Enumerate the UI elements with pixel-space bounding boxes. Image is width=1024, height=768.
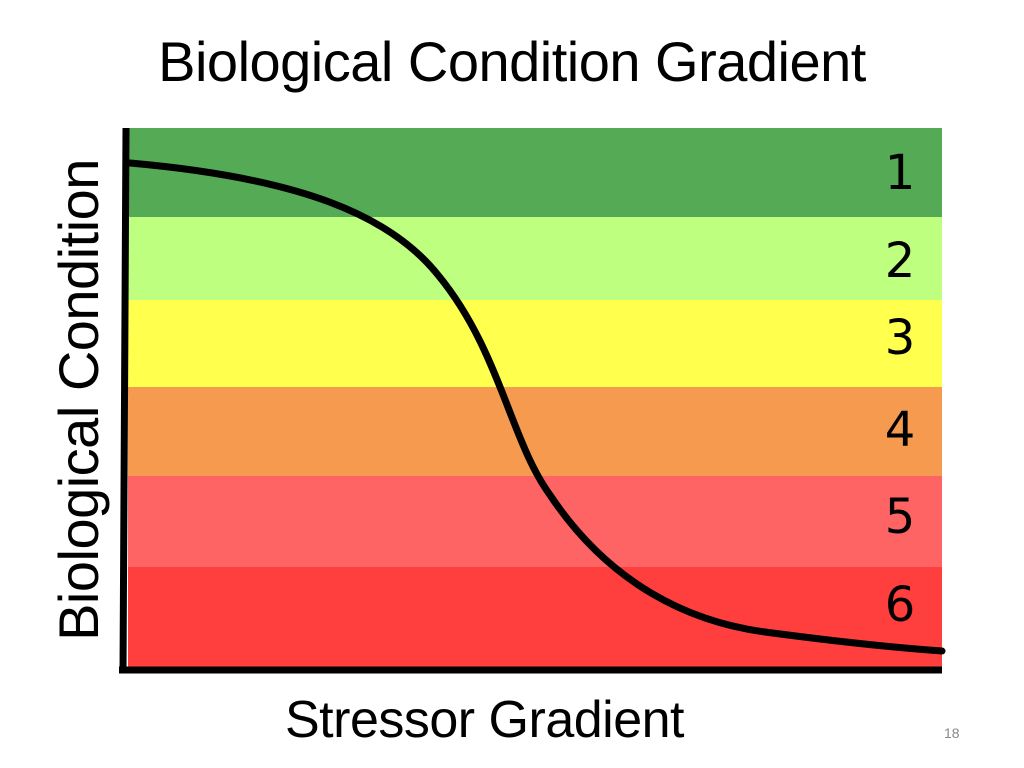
tier-label-4: 4 — [885, 402, 916, 458]
tier-label-2: 2 — [885, 233, 916, 289]
condition-curve — [126, 159, 946, 655]
slide-title: Biological Condition Gradient — [158, 30, 866, 93]
x-axis-label: Stressor Gradient — [285, 691, 685, 749]
tier-label-3: 3 — [885, 310, 916, 366]
y-axis-line — [119, 127, 130, 674]
tier-band-2 — [128, 217, 942, 300]
tier-label-5: 5 — [885, 489, 916, 545]
tier-band-6 — [128, 567, 942, 671]
tier-band-3 — [128, 300, 942, 387]
page-number: 18 — [944, 725, 960, 741]
tier-label-6: 6 — [885, 577, 916, 633]
tier-labels: 1 2 3 4 5 6 — [885, 145, 916, 633]
tier-label-1: 1 — [885, 145, 916, 201]
tier-band-4 — [128, 387, 942, 476]
tier-band-5 — [128, 476, 942, 567]
tier-band-1 — [128, 128, 942, 217]
tier-bands — [128, 128, 942, 671]
